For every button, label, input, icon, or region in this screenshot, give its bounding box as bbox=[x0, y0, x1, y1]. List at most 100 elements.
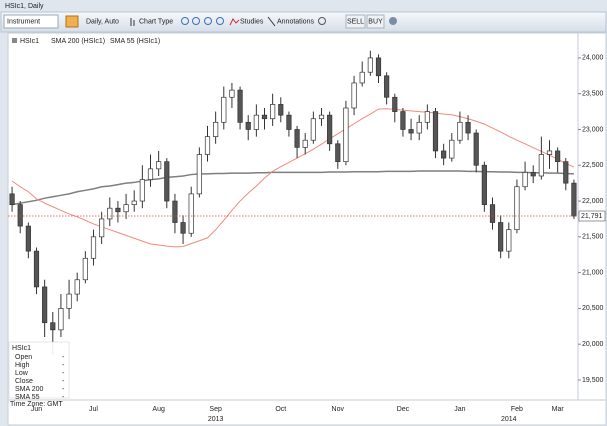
candle-body bbox=[123, 204, 129, 213]
candle-body bbox=[261, 114, 268, 120]
info-label: High bbox=[15, 362, 30, 369]
candle-body bbox=[278, 104, 284, 116]
info-label: Open bbox=[15, 354, 32, 361]
candle-body bbox=[221, 96, 227, 123]
candle-body bbox=[327, 114, 333, 145]
y-tick-label: 24,000 bbox=[582, 55, 604, 62]
legend-swatch bbox=[12, 38, 17, 43]
y-tick-label: 20,500 bbox=[582, 305, 604, 312]
x-tick-label: Jan bbox=[454, 406, 465, 413]
candle-body bbox=[9, 193, 15, 205]
legend-entry: SMA 55 (HSIc1) bbox=[110, 38, 160, 45]
zoom-out[interactable] bbox=[192, 17, 200, 25]
candle-body bbox=[384, 75, 390, 98]
candle-body bbox=[465, 121, 471, 134]
refresh[interactable] bbox=[216, 17, 224, 25]
candle-body bbox=[270, 104, 276, 120]
time-zone: Time Zone: GMT bbox=[10, 401, 63, 408]
info-value: - bbox=[62, 370, 65, 377]
candle-body bbox=[107, 207, 113, 220]
candle-body bbox=[367, 57, 373, 73]
candle-body bbox=[449, 139, 455, 159]
y-tick-label: 21,000 bbox=[582, 269, 604, 276]
candle-body bbox=[538, 154, 544, 177]
candle-body bbox=[33, 250, 40, 288]
candle-body bbox=[196, 154, 202, 195]
info-value: - bbox=[62, 378, 65, 385]
candle-body bbox=[99, 218, 105, 238]
plot-area bbox=[7, 32, 579, 401]
info-value: - bbox=[62, 394, 65, 401]
candle-body bbox=[139, 179, 145, 202]
x-tick-label: Feb bbox=[511, 406, 523, 413]
x-tick-label: Aug bbox=[152, 406, 165, 413]
candle-body bbox=[416, 121, 422, 134]
candle-body bbox=[237, 89, 243, 123]
candle-body bbox=[481, 164, 487, 205]
zoom-fit[interactable] bbox=[204, 17, 212, 25]
x-year-label: 2013 bbox=[208, 416, 224, 423]
chart-type-menu[interactable]: Chart Type bbox=[139, 18, 173, 25]
candle-body bbox=[180, 222, 186, 234]
studies-icon bbox=[229, 18, 240, 26]
candle-body bbox=[563, 161, 569, 184]
annotations-menu[interactable]: Annotations bbox=[277, 18, 314, 25]
candle-body bbox=[457, 121, 463, 141]
x-tick-label: Mar bbox=[552, 406, 565, 413]
candle-body bbox=[498, 222, 504, 252]
legend-entry: SMA 200 (HSIc1) bbox=[51, 38, 105, 45]
info-value: - bbox=[62, 362, 65, 369]
candle-body bbox=[571, 182, 577, 217]
candle-body bbox=[310, 118, 316, 141]
candle-body bbox=[302, 139, 308, 148]
x-tick-label: Sep bbox=[209, 406, 222, 413]
candle-body bbox=[546, 150, 553, 155]
info-label: Low bbox=[15, 370, 29, 377]
x-axis-area bbox=[7, 399, 607, 426]
candle-body bbox=[131, 200, 137, 205]
candle-body bbox=[555, 150, 561, 163]
studies-menu[interactable]: Studies bbox=[240, 18, 264, 25]
favorites-icon[interactable] bbox=[65, 15, 79, 28]
candle-body bbox=[82, 257, 88, 281]
instrument-input[interactable] bbox=[3, 14, 59, 29]
info-label: SMA 55 bbox=[15, 394, 40, 401]
buy-button[interactable] bbox=[366, 14, 385, 29]
interval-menu[interactable]: Daily, Auto bbox=[86, 18, 119, 25]
candle-body bbox=[115, 207, 121, 213]
x-tick-label: Nov bbox=[332, 406, 345, 413]
chart-type-icon bbox=[130, 18, 135, 26]
settings-icon[interactable] bbox=[389, 17, 397, 25]
candle-body bbox=[359, 71, 365, 84]
candle-body bbox=[351, 82, 357, 109]
info-value: - bbox=[62, 354, 65, 361]
candle-body bbox=[294, 129, 300, 148]
buy-label: BUY bbox=[368, 18, 383, 25]
info-label: Close bbox=[15, 378, 33, 385]
draw-tool[interactable] bbox=[318, 17, 326, 25]
candle-body bbox=[522, 172, 528, 188]
x-year-label: 2014 bbox=[501, 416, 517, 423]
candle-body bbox=[74, 279, 80, 295]
candle-body bbox=[245, 121, 251, 130]
y-tick-label: 23,500 bbox=[582, 91, 604, 98]
candle-body bbox=[530, 172, 536, 177]
sell-button[interactable] bbox=[345, 14, 366, 29]
candle-body bbox=[286, 114, 292, 130]
y-tick-label: 22,000 bbox=[582, 198, 604, 205]
y-tick-label: 21,500 bbox=[582, 234, 604, 241]
annotations-icon bbox=[267, 16, 276, 27]
zoom-in[interactable] bbox=[181, 17, 189, 25]
info-value: - bbox=[62, 386, 65, 393]
x-tick-label: Jul bbox=[89, 406, 98, 413]
candle-body bbox=[164, 161, 170, 202]
candle-body bbox=[66, 293, 72, 309]
candle-body bbox=[90, 236, 97, 259]
x-tick-label: Dec bbox=[397, 406, 410, 413]
last-price-box bbox=[578, 210, 606, 222]
x-tick-label: Oct bbox=[275, 406, 286, 413]
candle-body bbox=[441, 150, 447, 159]
candle-body bbox=[172, 200, 178, 223]
y-tick-label: 22,500 bbox=[582, 162, 604, 169]
candle-body bbox=[400, 111, 406, 130]
